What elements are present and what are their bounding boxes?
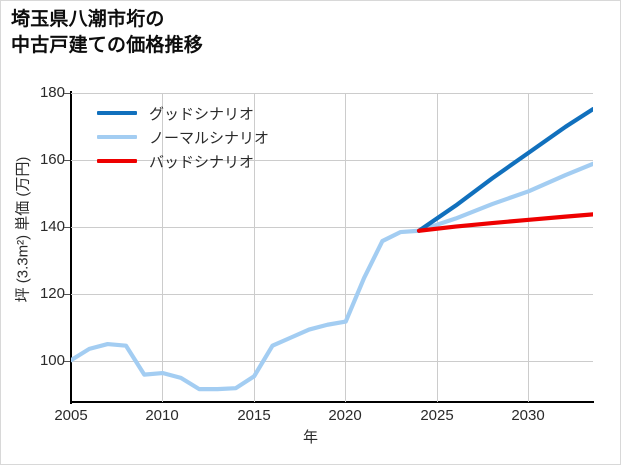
y-tick-mark: [64, 93, 70, 94]
legend-swatch-bad-icon: [97, 159, 137, 163]
line-normal-scenario: [71, 161, 593, 392]
line-bad-scenario: [416, 212, 593, 233]
legend-item-good: グッドシナリオ: [97, 101, 312, 125]
x-tick-label: 2030: [511, 407, 545, 424]
x-tick-label: 2005: [54, 407, 88, 424]
legend-label-good: グッドシナリオ: [149, 105, 255, 123]
y-tick-label: 100: [39, 352, 65, 369]
x-tick-label: 2015: [237, 407, 271, 424]
y-tick-mark: [64, 160, 70, 161]
gridline-horizontal: [71, 294, 593, 295]
y-tick-mark: [64, 227, 70, 228]
gridline-horizontal: [71, 361, 593, 362]
gridline-horizontal: [71, 227, 593, 228]
legend-label-normal: ノーマルシナリオ: [149, 129, 270, 147]
y-tick-label: 160: [39, 151, 65, 168]
page-title: 埼玉県八潮市垳の 中古戸建ての価格推移: [11, 9, 204, 57]
legend: グッドシナリオ ノーマルシナリオ バッドシナリオ: [97, 101, 312, 173]
y-tick-label: 180: [39, 84, 65, 101]
gridline-vertical: [528, 93, 529, 402]
legend-swatch-good-icon: [97, 111, 137, 115]
y-axis-title: 坪 (3.3m²) 単価 (万円): [14, 156, 32, 303]
y-axis-tick-labels: 180 160 140 120 100: [9, 1, 65, 464]
y-tick-mark: [64, 294, 70, 295]
y-axis-spine: [70, 91, 72, 404]
gridline-vertical: [254, 93, 255, 402]
gridline-vertical: [437, 93, 438, 402]
y-tick-label: 140: [39, 218, 65, 235]
gridline-vertical: [162, 93, 163, 402]
line-good-scenario: [416, 106, 593, 233]
x-tick-label: 2020: [328, 407, 362, 424]
plot-area: グッドシナリオ ノーマルシナリオ バッドシナリオ: [71, 93, 593, 402]
gridline-vertical: [345, 93, 346, 402]
series-lines: [71, 106, 593, 392]
legend-item-normal: ノーマルシナリオ: [97, 125, 312, 149]
gridline-horizontal: [71, 93, 593, 94]
x-axis-title: 年: [302, 429, 318, 446]
gridline-horizontal: [71, 160, 593, 161]
y-tick-mark: [64, 361, 70, 362]
legend-label-bad: バッドシナリオ: [149, 153, 255, 171]
x-axis-spine: [70, 401, 594, 403]
x-tick-label: 2010: [145, 407, 179, 424]
y-tick-label: 120: [39, 285, 65, 302]
x-tick-label: 2025: [420, 407, 454, 424]
legend-item-bad: バッドシナリオ: [97, 149, 312, 173]
legend-swatch-normal-icon: [97, 135, 137, 139]
